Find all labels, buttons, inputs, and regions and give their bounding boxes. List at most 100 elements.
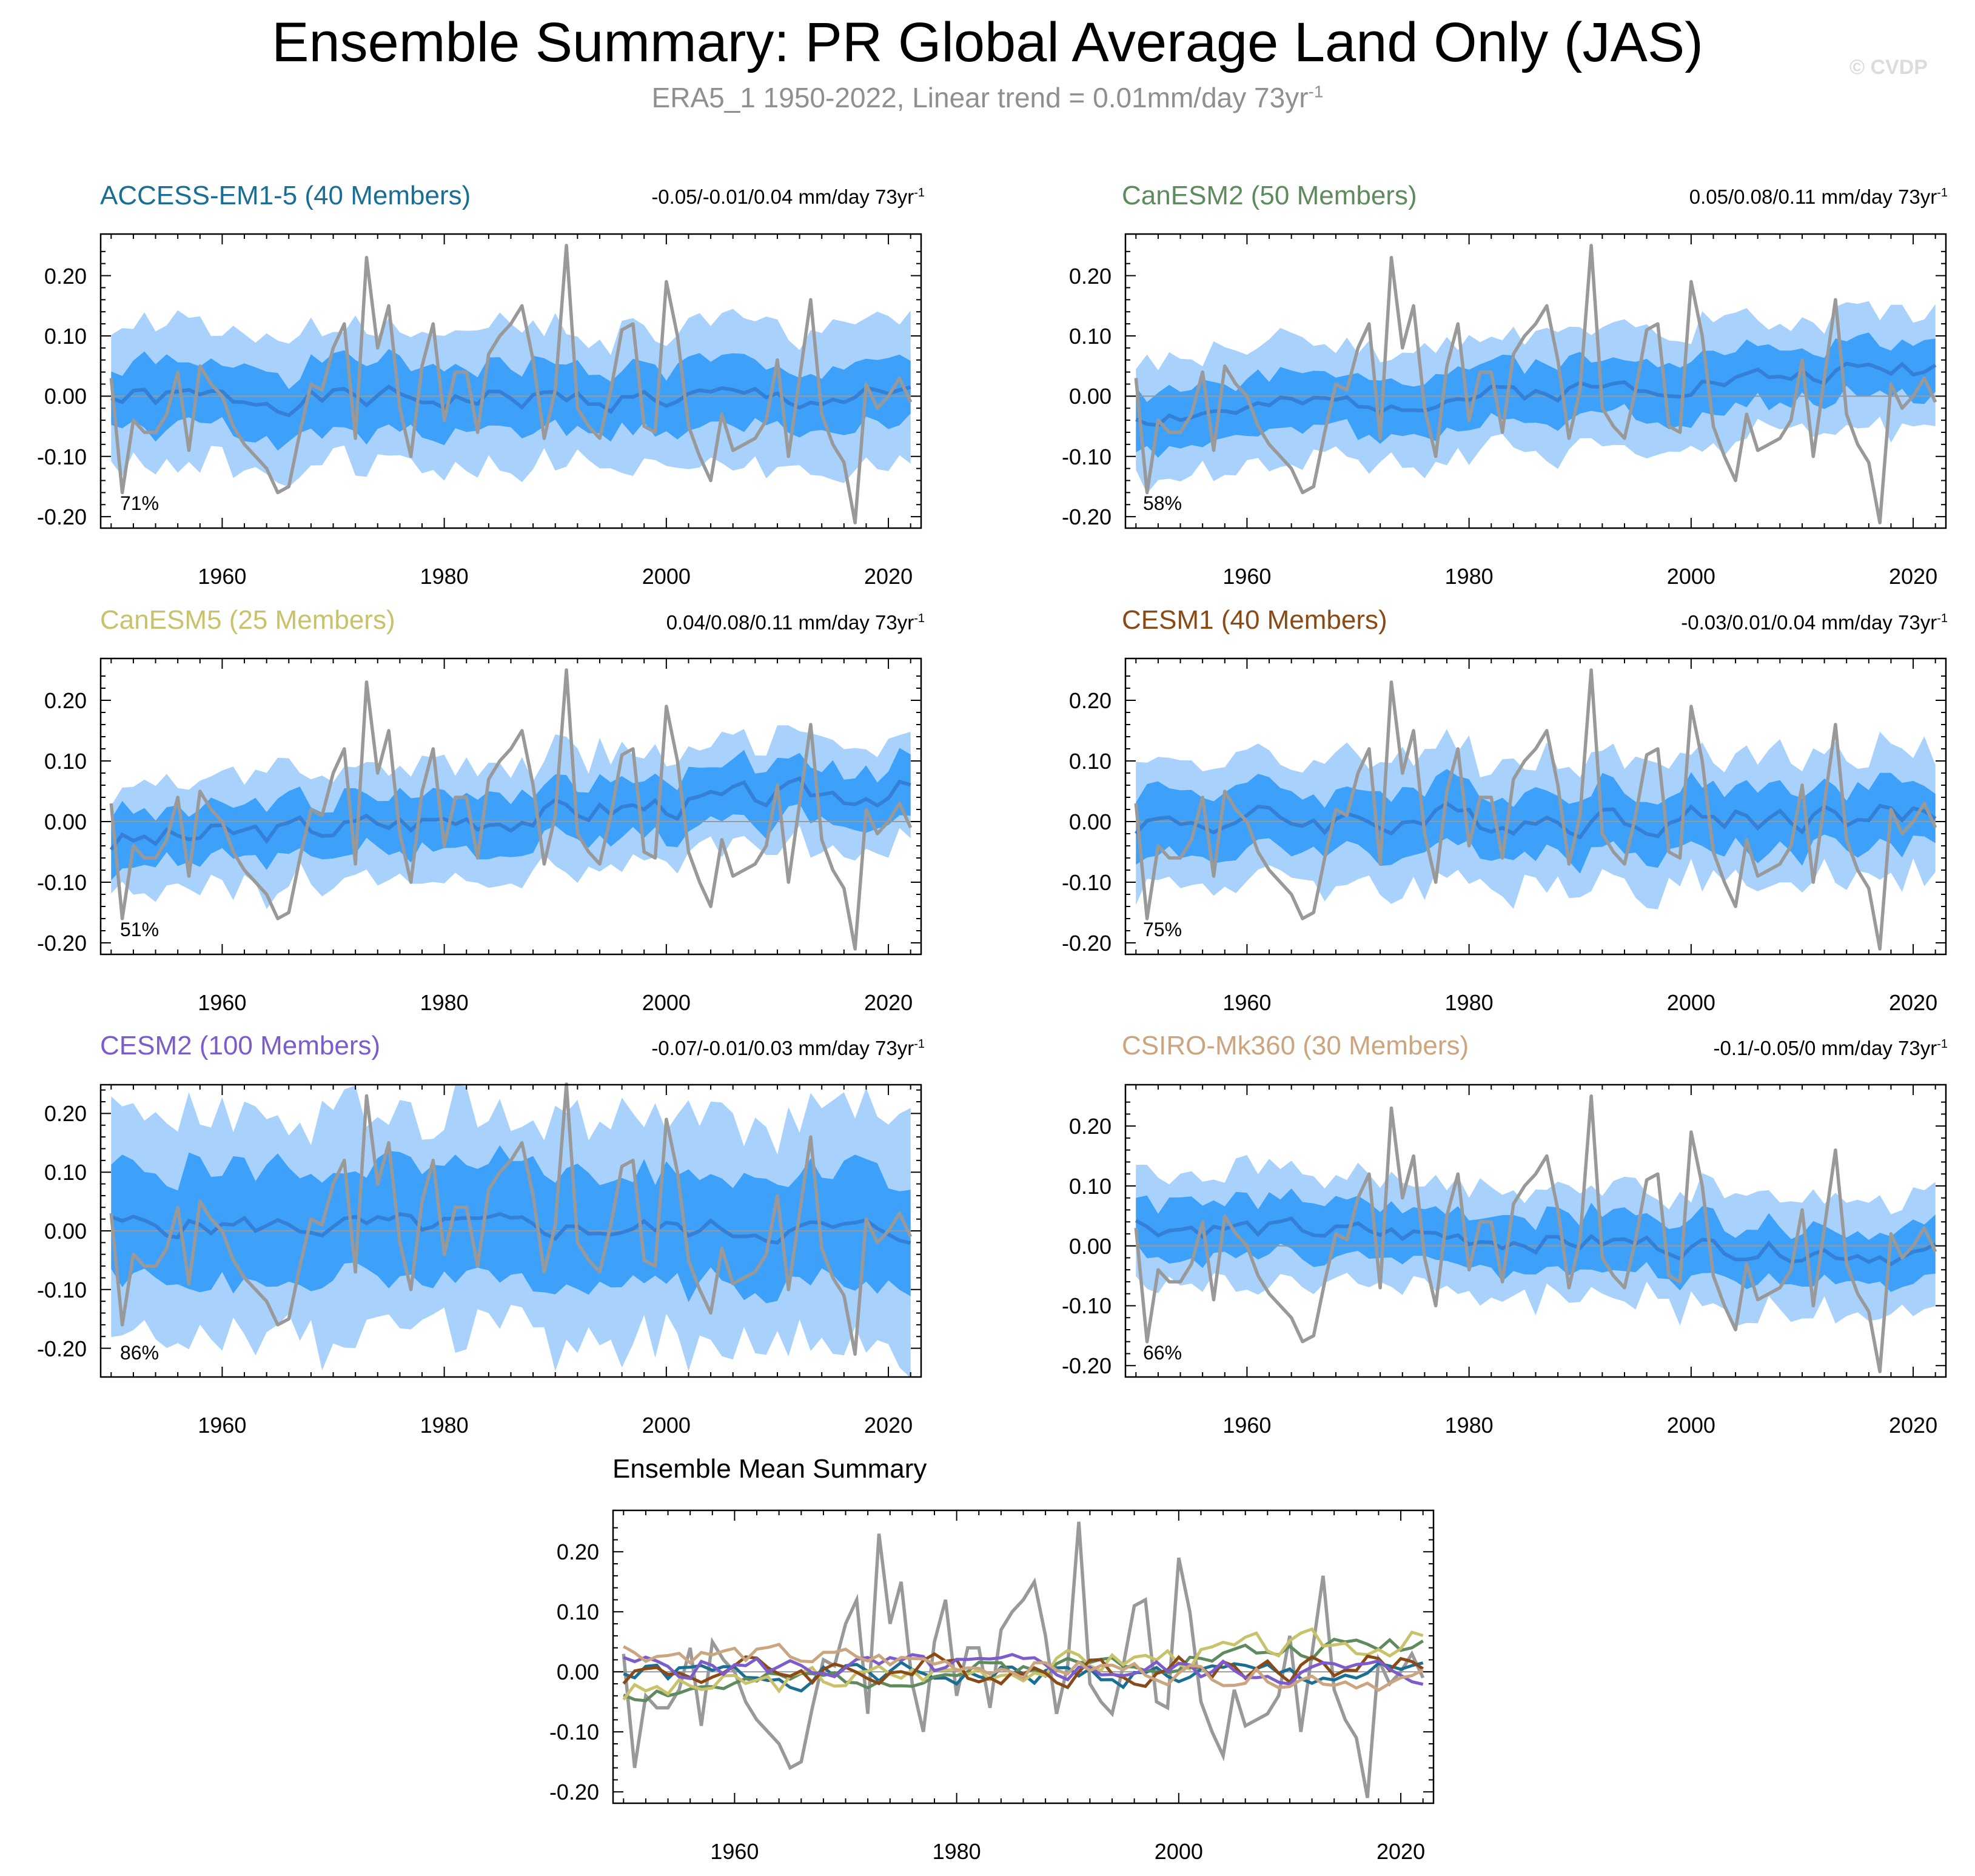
- y-tick-label: -0.10: [36, 444, 87, 469]
- inner-spread-band: [111, 1145, 911, 1304]
- trend-range-text: 0.04/0.08/0.11 mm/day 73yr: [666, 611, 914, 634]
- plot-area: [99, 233, 922, 529]
- plot-area: [1124, 1084, 1947, 1378]
- y-tick-label: 0.10: [44, 1160, 87, 1185]
- plot-frame: [99, 233, 922, 529]
- y-tick-label: -0.20: [549, 1780, 599, 1805]
- y-tick-label: 0.00: [556, 1660, 599, 1685]
- y-tick-label: -0.20: [36, 1336, 87, 1361]
- y-tick-label: 0.00: [44, 809, 87, 834]
- x-tick-label: 2000: [642, 1413, 691, 1438]
- y-tick-label: 0.00: [1068, 384, 1112, 409]
- plot-frame: [99, 1084, 922, 1378]
- panel-title: CESM2 (100 Members): [100, 1031, 381, 1060]
- x-tick-label: 1980: [1444, 1413, 1494, 1438]
- observation-line: [109, 668, 913, 951]
- percent-label: 86%: [120, 1342, 159, 1364]
- ensemble-mean-line: [1135, 801, 1937, 840]
- x-tick-label: 2000: [1154, 1839, 1203, 1864]
- series-line-canesm5: [622, 1627, 1424, 1701]
- figure-subtitle: ERA5_1 1950-2022, Linear trend = 0.01mm/…: [0, 81, 1975, 114]
- x-tick-label: 1980: [420, 1413, 469, 1438]
- y-tick-label: 0.00: [1068, 809, 1112, 834]
- trend-range-text: -0.1/-0.05/0 mm/day 73yr: [1713, 1037, 1937, 1059]
- ensemble-mean-line: [110, 384, 911, 418]
- x-tick-label: 2020: [864, 990, 913, 1015]
- y-tick-label: 0.00: [44, 384, 87, 409]
- y-tick-label: -0.20: [1061, 931, 1112, 956]
- y-tick-label: -0.10: [36, 870, 87, 895]
- x-tick-label: 1960: [198, 990, 247, 1015]
- y-tick-label: -0.10: [1061, 1293, 1112, 1319]
- x-tick-label: 2000: [642, 990, 691, 1015]
- subtitle-superscript: -1: [1308, 82, 1324, 101]
- trend-range-text: 0.05/0.08/0.11 mm/day 73yr: [1689, 186, 1937, 208]
- percent-label: 51%: [120, 919, 159, 940]
- inner-spread-band: [1136, 1188, 1936, 1292]
- percent-label: 58%: [1143, 492, 1182, 514]
- x-tick-label: 2020: [1376, 1839, 1426, 1864]
- x-tick-label: 1960: [198, 564, 247, 589]
- y-tick-label: 0.20: [44, 688, 87, 713]
- panel-title: CSIRO-Mk360 (30 Members): [1122, 1031, 1469, 1060]
- observation-line: [1134, 668, 1937, 951]
- plot-frame: [1124, 233, 1947, 529]
- watermark: © CVDP: [1849, 56, 1928, 79]
- x-tick-label: 1960: [1222, 564, 1272, 589]
- trend-range-sup: -1: [914, 1037, 925, 1051]
- trend-range-sup: -1: [914, 612, 925, 625]
- y-tick-label: 0.10: [44, 749, 87, 774]
- plot-area: [1124, 657, 1947, 956]
- x-tick-label: 2020: [864, 1413, 913, 1438]
- ensemble-mean-line: [1135, 1216, 1937, 1267]
- y-tick-label: 0.20: [44, 263, 87, 289]
- y-tick-label: 0.20: [44, 1101, 87, 1127]
- y-tick-label: 0.00: [44, 1219, 87, 1244]
- trend-range: -0.05/-0.01/0.04 mm/day 73yr-1: [651, 186, 925, 209]
- percent-label: 66%: [1143, 1342, 1182, 1364]
- trend-range-sup: -1: [1937, 186, 1948, 199]
- x-tick-label: 1980: [1444, 564, 1494, 589]
- y-tick-label: 0.10: [1068, 323, 1112, 349]
- x-tick-label: 1960: [1222, 1413, 1272, 1438]
- x-tick-label: 1980: [420, 564, 469, 589]
- panel-title: CanESM5 (25 Members): [100, 605, 395, 635]
- x-tick-label: 1980: [1444, 990, 1494, 1015]
- trend-range: -0.03/0.01/0.04 mm/day 73yr-1: [1681, 611, 1948, 634]
- x-tick-label: 1980: [932, 1839, 981, 1864]
- observation-line: [1134, 1094, 1937, 1373]
- subtitle-text: ERA5_1 1950-2022, Linear trend = 0.01mm/…: [651, 82, 1309, 113]
- y-tick-label: 0.20: [1068, 263, 1112, 289]
- trend-range: -0.07/-0.01/0.03 mm/day 73yr-1: [651, 1037, 925, 1060]
- percent-label: 75%: [1143, 919, 1182, 940]
- trend-range-sup: -1: [914, 186, 925, 199]
- percent-label: 71%: [120, 492, 159, 514]
- y-tick-label: -0.10: [1061, 870, 1112, 895]
- y-tick-label: -0.20: [1061, 504, 1112, 530]
- x-tick-label: 2000: [1666, 1413, 1715, 1438]
- trend-range-sup: -1: [1937, 1037, 1948, 1051]
- plot-frame: [99, 657, 922, 956]
- plot-frame: [1124, 657, 1947, 956]
- series-line-cesm2: [623, 1653, 1424, 1686]
- inner-spread-band: [111, 748, 911, 880]
- observation-line: [622, 1521, 1425, 1798]
- x-tick-label: 2020: [1889, 1413, 1938, 1438]
- observation-line: [109, 1082, 913, 1356]
- summary-title: Ensemble Mean Summary: [612, 1454, 927, 1484]
- figure-title: Ensemble Summary: PR Global Average Land…: [272, 12, 1703, 73]
- trend-range-sup: -1: [1937, 612, 1948, 625]
- panel-title: CanESM2 (50 Members): [1122, 181, 1417, 210]
- panel-title: CESM1 (40 Members): [1122, 605, 1387, 635]
- x-tick-label: 2000: [1666, 990, 1715, 1015]
- x-tick-label: 1980: [420, 990, 469, 1015]
- x-tick-label: 2000: [642, 564, 691, 589]
- y-tick-label: -0.20: [1061, 1353, 1112, 1379]
- y-tick-label: -0.10: [1061, 444, 1112, 469]
- inner-spread-band: [1136, 332, 1936, 458]
- ensemble-mean-line: [110, 1211, 911, 1245]
- y-tick-label: -0.20: [36, 504, 87, 530]
- plot-frame: [1124, 1084, 1947, 1378]
- plot-area: [99, 1082, 922, 1378]
- trend-range: 0.04/0.08/0.11 mm/day 73yr-1: [666, 611, 925, 634]
